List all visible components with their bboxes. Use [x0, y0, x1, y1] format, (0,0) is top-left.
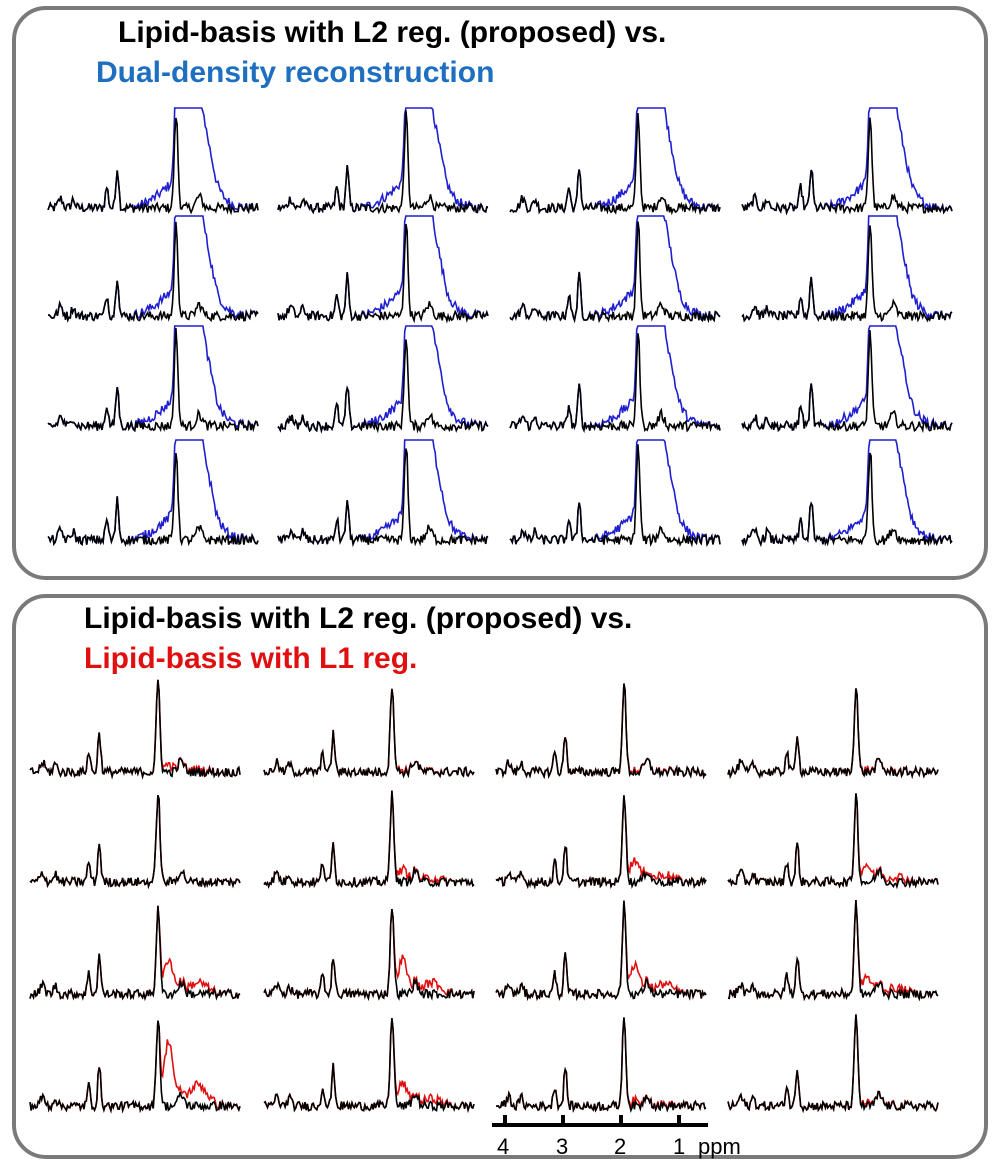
tick-label-2: 2	[614, 1134, 627, 1159]
proposed-trace-p2-r4-c4	[727, 1014, 939, 1114]
l1-trace-r2-c4	[727, 793, 939, 889]
proposed-trace-p1-r3-c4	[741, 330, 953, 434]
l1-trace-r4-c1	[29, 1020, 241, 1114]
proposed-trace-p2-r4-c3	[495, 1017, 707, 1114]
panel-2-title-line2: Lipid-basis with L1 reg.	[84, 642, 418, 675]
dual-density-trace-r4-c3	[509, 439, 721, 547]
proposed-trace-p1-r3-c3	[509, 333, 721, 433]
proposed-trace-p2-r2-c2	[263, 790, 475, 889]
proposed-trace-p1-r2-c3	[509, 221, 721, 324]
panel-l1	[12, 594, 988, 1159]
proposed-trace-p2-r1-c3	[495, 683, 707, 780]
panel-1-title-line1: Lipid-basis with L2 reg. (proposed) vs.	[118, 16, 667, 49]
proposed-trace-p2-r2-c4	[727, 793, 939, 890]
l1-trace-r2-c1	[29, 794, 241, 890]
proposed-trace-p1-r2-c1	[48, 221, 259, 323]
proposed-trace-p2-r4-c1	[29, 1020, 241, 1114]
tick-label-unit: ppm	[698, 1134, 741, 1159]
proposed-trace-p1-r1-c4	[741, 117, 953, 216]
proposed-trace-p1-r1-c2	[277, 110, 489, 215]
l1-trace-r3-c2	[263, 908, 475, 1001]
dual-density-trace-r3-c2	[277, 325, 489, 434]
l1-trace-r3-c1	[29, 905, 241, 1001]
tick-label-3: 3	[556, 1134, 569, 1159]
dual-density-trace-r1-c2	[277, 107, 489, 215]
tick-label-4: 4	[497, 1134, 510, 1159]
l1-trace-r4-c2	[263, 1018, 475, 1114]
l1-trace-r1-c2	[263, 688, 475, 779]
dual-density-trace-r1-c4	[741, 107, 953, 216]
proposed-trace-p2-r2-c3	[495, 795, 707, 890]
panel-2-title-line1: Lipid-basis with L2 reg. (proposed) vs.	[84, 602, 633, 635]
dual-density-trace-r4-c1	[47, 439, 259, 547]
l1-trace-r4-c4	[727, 1014, 939, 1114]
panel-1-title-line2: Dual-density reconstruction	[96, 56, 495, 89]
proposed-trace-p2-r1-c2	[263, 688, 475, 779]
dual-density-trace-r2-c2	[277, 215, 489, 322]
dual-density-trace-r1-c1	[47, 107, 259, 214]
proposed-trace-p1-r2-c4	[741, 225, 953, 323]
l1-trace-r3-c4	[727, 899, 939, 1002]
dual-density-trace-r2-c4	[741, 215, 953, 323]
proposed-trace-p1-r4-c3	[509, 444, 721, 548]
proposed-trace-p2-r3-c2	[263, 908, 475, 1001]
l1-trace-r3-c3	[495, 900, 707, 1002]
proposed-trace-p1-r1-c1	[47, 117, 259, 216]
proposed-trace-p2-r3-c4	[727, 899, 939, 1002]
proposed-trace-p2-r1-c1	[29, 679, 241, 780]
proposed-trace-p1-r4-c1	[47, 452, 259, 547]
proposed-trace-p2-r3-c3	[495, 900, 707, 1002]
proposed-trace-p2-r3-c1	[29, 905, 241, 1001]
proposed-trace-p1-r4-c4	[741, 452, 953, 547]
proposed-trace-p2-r1-c4	[727, 688, 939, 780]
dual-density-trace-r4-c4	[741, 439, 953, 547]
dual-density-trace-r4-c2	[277, 439, 489, 548]
proposed-trace-p1-r3-c2	[277, 339, 489, 434]
proposed-trace-p1-r3-c1	[47, 327, 259, 433]
dual-density-trace-r3-c4	[741, 325, 953, 433]
dual-density-trace-r3-c3	[509, 325, 721, 433]
proposed-trace-p2-r4-c2	[263, 1018, 475, 1114]
l1-trace-r2-c2	[263, 790, 475, 889]
proposed-trace-p1-r1-c3	[509, 113, 721, 216]
tick-label-1: 1	[673, 1134, 686, 1159]
l1-trace-r4-c3	[495, 1017, 707, 1113]
proposed-trace-p1-r4-c2	[277, 448, 489, 548]
dual-density-trace-r3-c1	[47, 325, 259, 432]
l1-trace-r2-c3	[495, 795, 707, 890]
proposed-trace-p2-r2-c1	[29, 794, 241, 890]
dual-density-trace-r2-c3	[509, 215, 721, 324]
dual-density-trace-r2-c1	[48, 215, 259, 323]
l1-trace-r1-c4	[727, 688, 939, 780]
dual-density-trace-r1-c3	[509, 107, 721, 215]
l1-trace-r1-c3	[495, 683, 707, 780]
l1-trace-r1-c1	[29, 679, 241, 780]
proposed-trace-p1-r2-c2	[277, 223, 489, 324]
